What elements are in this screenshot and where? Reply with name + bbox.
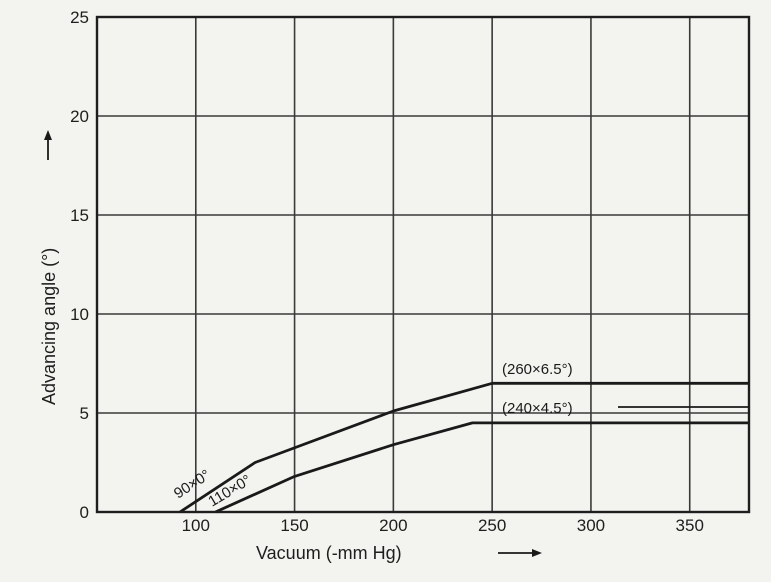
y-tick-label: 10 [70, 305, 89, 324]
x-tick-label: 100 [182, 516, 210, 535]
series-line-2 [214, 421, 749, 514]
series-layer [179, 381, 749, 514]
y-tick-label: 5 [80, 404, 89, 423]
y-tick-label: 25 [70, 8, 89, 27]
x-tick-label: 300 [577, 516, 605, 535]
y-tick-labels: 0 5 10 15 20 25 [70, 8, 89, 522]
x-tick-label: 250 [478, 516, 506, 535]
x-tick-label: 350 [676, 516, 704, 535]
x-tick-labels: 100 150 200 250 300 350 [182, 516, 704, 535]
x-tick-label: 200 [379, 516, 407, 535]
series-2-end-label: (240×4.5°) [502, 400, 573, 417]
x-axis-arrow [498, 549, 542, 557]
series-1-end-label: (260×6.5°) [502, 361, 573, 378]
plot-frame [95, 15, 751, 514]
grid-lines [97, 17, 749, 512]
y-tick-label: 20 [70, 107, 89, 126]
y-tick-label: 0 [80, 503, 89, 522]
x-axis-label: Vacuum (-mm Hg) [256, 543, 402, 563]
series-line-1 [179, 381, 749, 514]
y-tick-label: 15 [70, 206, 89, 225]
y-axis-arrow [44, 130, 52, 160]
y-axis-label: Advancing angle (°) [39, 248, 59, 405]
x-tick-label: 150 [280, 516, 308, 535]
